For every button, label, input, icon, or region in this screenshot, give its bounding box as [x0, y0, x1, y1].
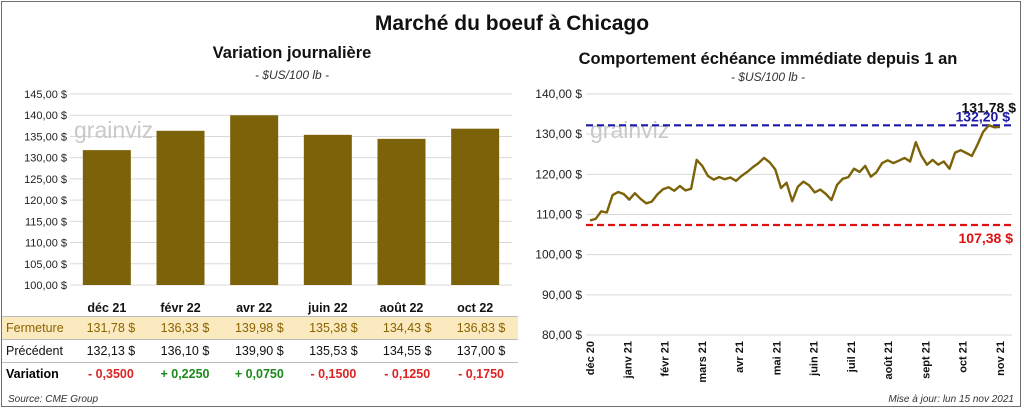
table-cell: 137,00 $ — [456, 344, 506, 358]
table-cell: - 0,1250 — [384, 367, 431, 381]
y-tick-label: 125,00 $ — [24, 174, 67, 186]
table-cell: 135,38 $ — [296, 316, 371, 340]
y-tick-label: 145,00 $ — [24, 89, 67, 101]
table-cell: 132,13 $ — [86, 344, 136, 358]
fermeture-row: Fermeture 131,78 $136,33 $139,98 $135,38 … — [2, 316, 518, 340]
table-cell: 134,55 $ — [382, 344, 432, 358]
y-tick-label: 110,00 $ — [536, 208, 582, 222]
bar-chart-title: Variation journalière — [212, 44, 372, 62]
table-cell: 134,43 $ — [370, 316, 445, 340]
line-chart-subtitle: - $US/100 lb - — [730, 70, 806, 84]
y-tick-label: 120,00 $ — [24, 195, 67, 207]
table-cell: 135,53 $ — [309, 344, 358, 358]
y-tick-label: 130,00 $ — [24, 153, 67, 165]
x-tick-label: juin 22 — [307, 301, 348, 315]
x-tick-label: août 22 — [380, 301, 424, 315]
x-tick-label: déc 21 — [87, 301, 126, 315]
bar — [156, 130, 205, 285]
x-tick-label: juil 21 — [846, 341, 858, 373]
table-cell: - 0,3500 — [87, 367, 134, 381]
table-cell: 139,90 $ — [234, 344, 284, 358]
bar-chart: 100,00 $ 105,00 $ 110,00 $ 115,00 $ 120,00 $… — [24, 89, 512, 315]
row-label: Précédent — [6, 344, 63, 358]
watermark-logo: grainviz — [74, 117, 153, 143]
price-table: Fermeture 131,78 $136,33 $139,98 $135,38 … — [2, 316, 518, 385]
bar — [82, 150, 131, 285]
bar-chart-subtitle: - $US/100 lb - — [254, 68, 330, 82]
x-tick-label: oct 22 — [457, 301, 493, 315]
y-tick-label: 140,00 $ — [535, 87, 582, 101]
table-cell: - 0,1750 — [458, 367, 504, 381]
variation-row: Variation - 0,3500 + 0,2250 + 0,0750 - 0,150… — [2, 362, 518, 386]
source-note: Source: CME Group — [8, 394, 99, 405]
y-tick-label: 135,00 $ — [24, 131, 67, 143]
x-tick-label: avr 21 — [734, 341, 746, 373]
table-cell: 136,10 $ — [160, 344, 210, 358]
bar — [451, 128, 500, 285]
bar — [303, 134, 352, 285]
x-tick-label: déc 20 — [585, 341, 597, 375]
x-tick-label: août 21 — [883, 341, 895, 380]
x-tick-label: sept 21 — [920, 341, 932, 379]
x-tick-label: avr 22 — [236, 301, 272, 315]
y-tick-label: 115,00 $ — [25, 216, 67, 228]
table-cell: 139,98 $ — [222, 316, 297, 340]
table-cell: 136,83 $ — [444, 316, 518, 340]
table-cell: - 0,1500 — [310, 367, 357, 381]
x-tick-label: juin 21 — [809, 341, 821, 377]
x-tick-label: janv 21 — [622, 341, 634, 379]
table-cell: 136,33 $ — [147, 316, 223, 340]
line-chart: 80,00 $ 90,00 $ 100,00 $ 110,00 $ 120,00 $ 13… — [535, 87, 1017, 383]
table-cell: + 0,0750 — [234, 367, 284, 381]
x-tick-label: févr 22 — [160, 301, 200, 315]
y-tick-label: 105,00 $ — [24, 259, 67, 271]
precedent-row: Précédent 132,13 $ 136,10 $ 139,90 $ 135,53 … — [2, 340, 518, 363]
line-chart-title: Comportement échéance immédiate depuis 1… — [578, 50, 958, 68]
bar — [230, 115, 279, 285]
y-tick-label: 100,00 $ — [535, 248, 582, 262]
price-line — [589, 124, 1001, 222]
x-tick-label: mai 21 — [771, 341, 783, 375]
ref-label-low: 107,38 $ — [959, 230, 1014, 246]
y-tick-label: 130,00 $ — [535, 127, 582, 141]
table-cell: 131,78 $ — [74, 316, 148, 340]
page-title: Marché du boeuf à Chicago — [374, 12, 650, 35]
y-tick-label: 80,00 $ — [542, 328, 582, 342]
y-tick-label: 110,00 $ — [25, 238, 67, 250]
ref-label-high: 132,20 $ — [956, 108, 1011, 124]
watermark-logo: grainviz — [590, 117, 669, 143]
x-tick-label: févr 21 — [660, 341, 672, 376]
row-label: Fermeture — [2, 316, 74, 340]
y-tick-label: 100,00 $ — [24, 280, 67, 292]
row-label: Variation — [6, 367, 59, 381]
y-tick-label: 120,00 $ — [535, 167, 582, 181]
x-tick-label: mars 21 — [697, 341, 709, 383]
table-cell: + 0,2250 — [160, 367, 210, 381]
last-value-label: 131,78 $ — [962, 99, 1017, 115]
bar — [377, 138, 426, 285]
x-tick-label: oct 21 — [958, 341, 970, 373]
y-tick-label: 90,00 $ — [542, 288, 582, 302]
y-tick-label: 140,00 $ — [24, 110, 67, 122]
x-tick-label: nov 21 — [995, 341, 1007, 376]
update-date: Mise à jour: lun 15 nov 2021 — [888, 394, 1014, 405]
